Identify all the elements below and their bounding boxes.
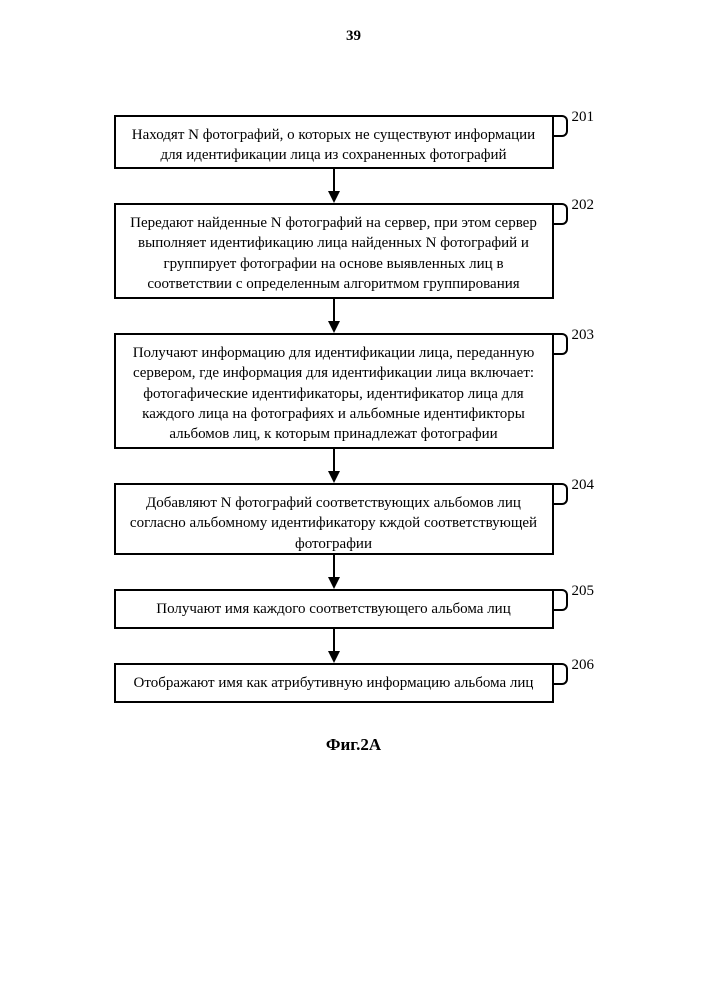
step-label: 203: [572, 327, 595, 344]
step-label: 206: [572, 657, 595, 674]
flow-step-204: Добавляют N фотографий соответствующих а…: [114, 483, 554, 555]
step-label: 202: [572, 197, 595, 214]
figure-caption: Фиг.2А: [0, 735, 707, 755]
step-label: 201: [572, 109, 595, 126]
flow-step-202: Передают найденные N фотографий на серве…: [114, 203, 554, 299]
page-number: 39: [0, 0, 707, 45]
step-bracket: [554, 115, 568, 137]
step-bracket: [554, 333, 568, 355]
flow-step-203: Получают информацию для идентификации ли…: [114, 333, 554, 449]
step-label: 204: [572, 477, 595, 494]
step-bracket: [554, 589, 568, 611]
flow-step-205: Получают имя каждого соответствующего ал…: [114, 589, 554, 629]
step-bracket: [554, 483, 568, 505]
flow-step-206: Отображают имя как атрибутивную информац…: [114, 663, 554, 703]
flow-step-201: Находят N фотографий, о которых не сущес…: [114, 115, 554, 169]
step-bracket: [554, 663, 568, 685]
step-label: 205: [572, 583, 595, 600]
step-bracket: [554, 203, 568, 225]
flowchart: Находят N фотографий, о которых не сущес…: [94, 115, 614, 707]
